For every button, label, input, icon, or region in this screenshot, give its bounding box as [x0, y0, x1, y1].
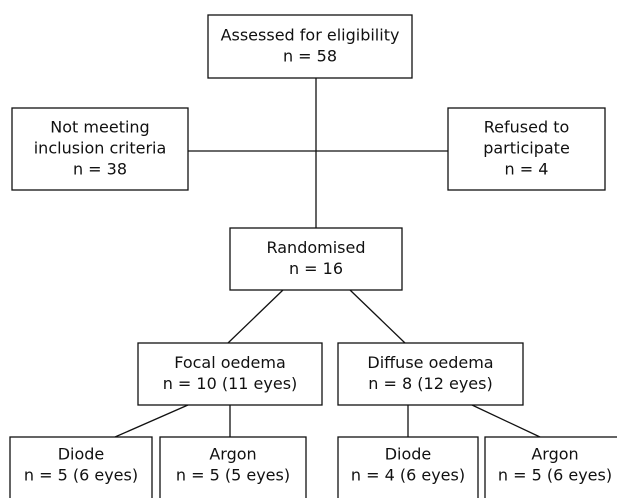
node-label: n = 4	[505, 160, 549, 179]
node-box	[159, 436, 307, 498]
connector	[227, 289, 284, 344]
node-label: Diode	[385, 445, 432, 464]
node-box	[11, 107, 189, 191]
node: Argon n = 5 (5 eyes)	[159, 436, 307, 498]
node-label: Assessed for eligibility	[221, 26, 400, 45]
node-box	[229, 227, 403, 291]
connector	[349, 289, 406, 344]
node: Randomised n = 16	[229, 227, 403, 291]
node-label: inclusion criteria	[34, 139, 167, 158]
node-label: Not meeting	[50, 118, 149, 137]
node-label: Refused to	[484, 118, 570, 137]
node: Refused to participate n = 4	[447, 107, 606, 191]
node-box	[484, 436, 617, 498]
node-label: Diode	[58, 445, 105, 464]
node: Focal oedema n = 10 (11 eyes)	[137, 342, 323, 406]
node-label: Argon	[531, 445, 578, 464]
connector	[471, 404, 541, 438]
node-box	[447, 107, 606, 191]
node-label: n = 38	[73, 160, 127, 179]
node-label: n = 5 (6 eyes)	[24, 466, 138, 485]
node-box	[9, 436, 153, 498]
node-label: n = 5 (6 eyes)	[498, 466, 612, 485]
node-label: Focal oedema	[174, 353, 286, 372]
node: Diode n = 4 (6 eyes)	[337, 436, 479, 498]
node-label: n = 4 (6 eyes)	[351, 466, 465, 485]
node-label: participate	[483, 139, 570, 158]
node-box	[337, 436, 479, 498]
node-label: Randomised	[266, 238, 365, 257]
node: Argon n = 5 (6 eyes)	[484, 436, 617, 498]
node-label: n = 10 (11 eyes)	[163, 374, 298, 393]
node-label: n = 8 (12 eyes)	[368, 374, 492, 393]
node-label: n = 5 (5 eyes)	[176, 466, 290, 485]
node: Not meeting inclusion criteria n = 38	[11, 107, 189, 191]
connector	[114, 404, 189, 438]
node-box	[337, 342, 524, 406]
node-label: Diffuse oedema	[367, 353, 493, 372]
node-label: n = 58	[283, 47, 337, 66]
connectors	[114, 78, 541, 438]
node-box	[207, 14, 413, 79]
node: Diffuse oedema n = 8 (12 eyes)	[337, 342, 524, 406]
node: Diode n = 5 (6 eyes)	[9, 436, 153, 498]
node-box	[137, 342, 323, 406]
node: Assessed for eligibility n = 58	[207, 14, 413, 79]
node-label: n = 16	[289, 259, 343, 278]
node-label: Argon	[209, 445, 256, 464]
